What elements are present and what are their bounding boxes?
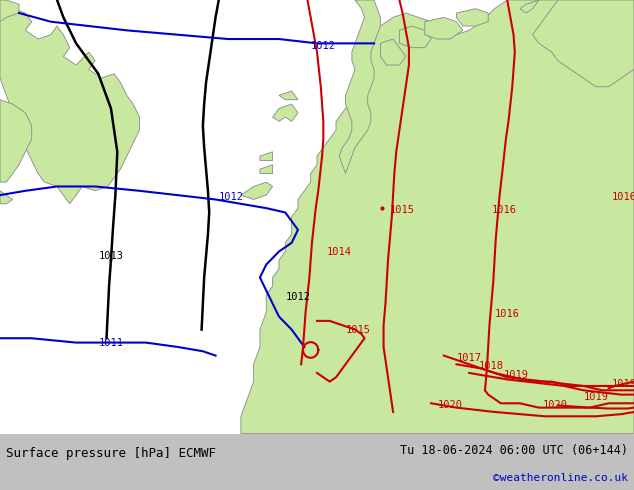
Polygon shape bbox=[0, 100, 32, 182]
Polygon shape bbox=[520, 0, 539, 13]
Polygon shape bbox=[241, 182, 273, 199]
Text: 1019: 1019 bbox=[612, 379, 634, 389]
Text: 1011: 1011 bbox=[98, 338, 124, 347]
Text: 1020: 1020 bbox=[542, 400, 567, 411]
Text: 1016: 1016 bbox=[495, 309, 520, 319]
Polygon shape bbox=[260, 165, 273, 173]
Text: 1020: 1020 bbox=[437, 400, 463, 411]
Text: 1018: 1018 bbox=[479, 362, 504, 371]
Polygon shape bbox=[0, 191, 13, 204]
Polygon shape bbox=[425, 17, 463, 39]
Text: 1012: 1012 bbox=[311, 41, 336, 50]
Text: 1019: 1019 bbox=[504, 370, 529, 380]
Text: Tu 18-06-2024 06:00 UTC (06+144): Tu 18-06-2024 06:00 UTC (06+144) bbox=[399, 444, 628, 457]
Polygon shape bbox=[380, 39, 406, 65]
Text: 1019: 1019 bbox=[583, 392, 609, 402]
Text: 1014: 1014 bbox=[327, 246, 352, 257]
Text: ©weatheronline.co.uk: ©weatheronline.co.uk bbox=[493, 472, 628, 483]
Text: 1015: 1015 bbox=[390, 205, 415, 215]
Polygon shape bbox=[0, 0, 19, 22]
Text: 1015: 1015 bbox=[346, 324, 371, 335]
Polygon shape bbox=[279, 91, 298, 100]
Text: 1013: 1013 bbox=[98, 251, 124, 261]
Polygon shape bbox=[260, 152, 273, 160]
Polygon shape bbox=[533, 0, 634, 87]
Polygon shape bbox=[456, 9, 488, 26]
Text: 1012: 1012 bbox=[285, 292, 311, 302]
Text: 1016: 1016 bbox=[612, 192, 634, 202]
Text: 1016: 1016 bbox=[491, 205, 517, 215]
Polygon shape bbox=[339, 0, 380, 173]
Polygon shape bbox=[399, 26, 431, 48]
Polygon shape bbox=[241, 0, 634, 434]
Text: Surface pressure [hPa] ECMWF: Surface pressure [hPa] ECMWF bbox=[6, 447, 216, 460]
Polygon shape bbox=[273, 104, 298, 122]
Text: 1012: 1012 bbox=[219, 192, 244, 202]
Polygon shape bbox=[0, 0, 139, 204]
Text: 1017: 1017 bbox=[456, 353, 482, 363]
